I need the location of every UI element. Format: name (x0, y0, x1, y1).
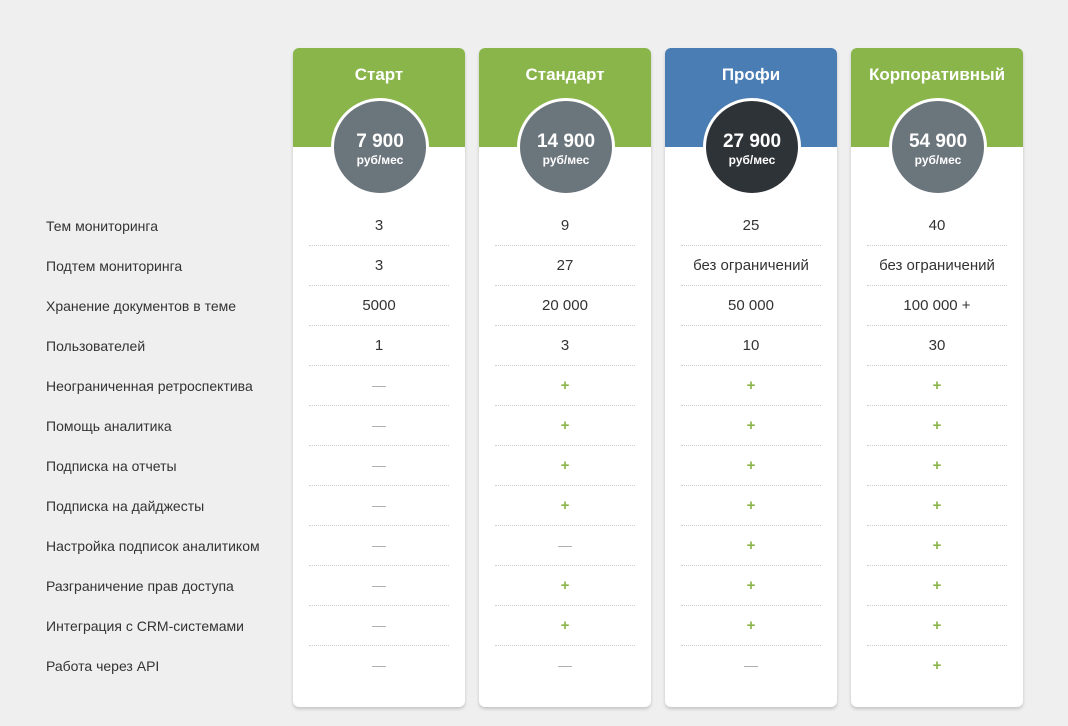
plan-value: 30 (867, 326, 1007, 366)
dash-icon: — (309, 606, 449, 646)
feature-label: Неограниченная ретроспектива (46, 378, 253, 394)
price-badge: 27 900 руб/мес (703, 98, 801, 196)
plan-value: 3 (309, 246, 449, 286)
price-amount: 14 900 (536, 131, 596, 152)
feature-label: Помощь аналитика (46, 418, 172, 434)
plan-value: 1 (309, 326, 449, 366)
price-amount: 27 900 (722, 131, 782, 152)
feature-label: Интеграция с CRM-системами (46, 618, 244, 634)
plus-icon: + (681, 566, 821, 606)
feature-labels: Тем мониторинга Подтем мониторинга Хране… (46, 206, 286, 686)
plan-name: Корпоративный (868, 65, 1006, 84)
feature-label: Подписка на дайджесты (46, 498, 205, 514)
plus-icon: + (495, 606, 635, 646)
dash-icon: — (309, 446, 449, 486)
plus-icon: + (867, 406, 1007, 446)
plus-icon: + (681, 406, 821, 446)
plan-card-corporate[interactable]: Корпоративный 54 900 руб/мес 40 без огран… (851, 48, 1023, 707)
plan-value: 20 000 (495, 286, 635, 326)
plan-header: Корпоративный 54 900 руб/мес (851, 48, 1023, 196)
plus-icon: + (681, 606, 821, 646)
dash-icon: — (309, 366, 449, 406)
plus-icon: + (867, 606, 1007, 646)
plan-value: 3 (495, 326, 635, 366)
dash-icon: — (309, 566, 449, 606)
plan-header: Профи 27 900 руб/мес (665, 48, 837, 196)
plan-value: 10 (681, 326, 821, 366)
plus-icon: + (495, 366, 635, 406)
plus-icon: + (681, 366, 821, 406)
plan-values: 40 без ограничений 100 000 +30 + + + + + + + + (867, 206, 1007, 685)
price-unit: руб/мес (728, 153, 776, 167)
plus-icon: + (495, 486, 635, 526)
dash-icon: — (372, 657, 386, 673)
price-badge: 7 900 руб/мес (331, 98, 429, 196)
plan-card-standard[interactable]: Стандарт 14 900 руб/мес 9 27 20 000 3 + + + + — +… (479, 48, 651, 707)
feature-label: Работа через API (46, 658, 160, 674)
plan-value: 50 000 (681, 286, 821, 326)
plan-value: 27 (495, 246, 635, 286)
plus-icon: + (495, 566, 635, 606)
plan-card-start[interactable]: Старт 7 900 руб/мес 3 3 5000 1— — — — — — — — (293, 48, 465, 707)
plan-name: Старт (354, 65, 404, 84)
plus-icon: + (495, 406, 635, 446)
plus-icon: + (867, 366, 1007, 406)
dash-icon: — (309, 526, 449, 566)
plus-icon: + (495, 446, 635, 486)
plan-name: Профи (721, 65, 781, 84)
dash-icon: — (495, 526, 635, 566)
dash-icon: — (309, 486, 449, 526)
feature-label: Настройка подписок аналитиком (46, 538, 260, 554)
dash-icon: — (558, 657, 572, 673)
price-badge: 54 900 руб/мес (889, 98, 987, 196)
plan-card-profi[interactable]: Профи 27 900 руб/мес 25 без ограничений 50… (665, 48, 837, 707)
plan-value: 25 (681, 206, 821, 246)
plus-icon: + (867, 446, 1007, 486)
plan-values: 9 27 20 000 3 + + + + — + + — (495, 206, 635, 685)
plus-icon: + (932, 657, 942, 674)
plus-icon: + (867, 526, 1007, 566)
price-amount: 7 900 (356, 131, 404, 152)
plan-value: 9 (495, 206, 635, 246)
dash-icon: — (744, 657, 758, 673)
feature-label: Хранение документов в теме (46, 298, 237, 314)
plan-header: Стандарт 14 900 руб/мес (479, 48, 651, 196)
feature-label: Тем мониторинга (46, 218, 158, 234)
price-badge: 14 900 руб/мес (517, 98, 615, 196)
feature-label: Разграничение прав доступа (46, 578, 234, 594)
dash-icon: — (309, 406, 449, 446)
plan-name: Стандарт (525, 65, 605, 84)
price-unit: руб/мес (914, 153, 962, 167)
plan-values: 25 без ограничений 50 000 10 + + + + + + + — (681, 206, 821, 685)
plan-value: 100 000 + (867, 286, 1007, 326)
plus-icon: + (867, 566, 1007, 606)
feature-label: Подтем мониторинга (46, 258, 183, 274)
feature-label: Подписка на отчеты (46, 458, 177, 474)
price-unit: руб/мес (356, 153, 404, 167)
plus-icon: + (681, 446, 821, 486)
plus-icon: + (681, 526, 821, 566)
plan-value: 40 (867, 206, 1007, 246)
plan-value: без ограничений (681, 246, 821, 286)
feature-label: Пользователей (46, 338, 146, 354)
plus-icon: + (867, 486, 1007, 526)
plan-values: 3 3 5000 1— — — — — — — — (309, 206, 449, 685)
plan-value: без ограничений (867, 246, 1007, 286)
price-amount: 54 900 (908, 131, 968, 152)
price-unit: руб/мес (542, 153, 590, 167)
plan-value: 3 (309, 206, 449, 246)
plus-icon: + (681, 486, 821, 526)
plan-header: Старт 7 900 руб/мес (293, 48, 465, 196)
plan-value: 5000 (309, 286, 449, 326)
